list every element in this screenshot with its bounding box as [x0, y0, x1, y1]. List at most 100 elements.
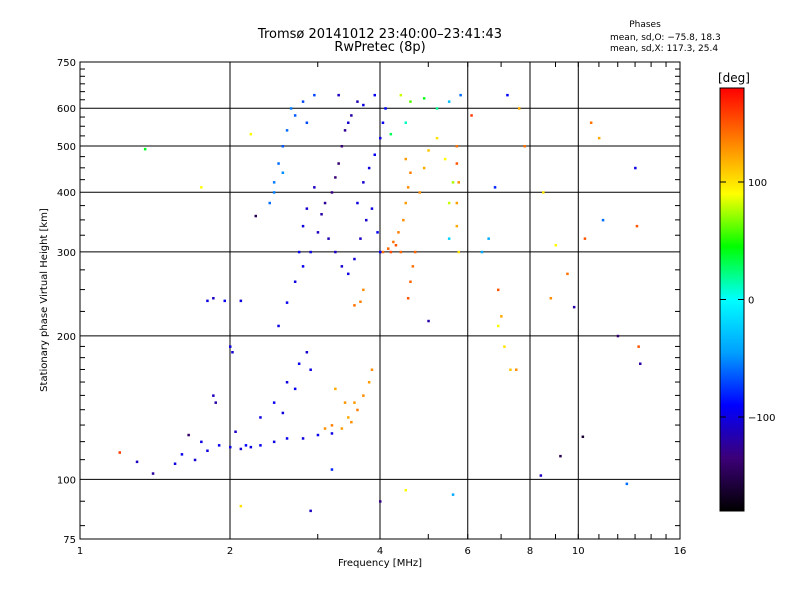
data-point — [297, 362, 301, 365]
data-point — [277, 162, 280, 165]
data-point — [293, 114, 297, 117]
chart-subtitle: RwPretec (8p) — [334, 40, 426, 55]
data-point — [151, 472, 155, 475]
colorbar: [deg] 100 0 −100 — [718, 71, 775, 512]
data-point — [301, 224, 305, 228]
data-point — [350, 114, 353, 117]
data-point — [330, 424, 334, 427]
data-point — [347, 272, 350, 276]
data-point — [330, 432, 334, 435]
data-point — [217, 444, 221, 447]
data-point — [397, 231, 400, 234]
data-point — [542, 191, 545, 194]
data-point — [285, 381, 289, 384]
data-point — [353, 401, 356, 404]
data-point — [327, 237, 330, 240]
data-point — [480, 250, 484, 254]
data-point — [457, 250, 460, 254]
data-point — [409, 171, 412, 174]
data-point — [293, 387, 297, 391]
data-point — [404, 489, 407, 492]
data-point — [362, 103, 365, 107]
data-point — [637, 345, 640, 348]
data-point — [389, 250, 393, 254]
data-point — [427, 149, 430, 152]
data-point — [313, 186, 316, 189]
data-point — [353, 257, 356, 261]
data-point — [305, 351, 309, 354]
data-point — [451, 493, 455, 496]
data-point — [487, 237, 490, 240]
x-tick-label: 6 — [465, 546, 471, 557]
data-point — [340, 145, 344, 148]
data-point — [337, 93, 340, 97]
y-tick-label: 200 — [57, 332, 76, 343]
data-point — [272, 191, 276, 194]
data-point — [272, 181, 276, 184]
x-tick-label: 2 — [227, 546, 233, 557]
data-point — [305, 207, 309, 210]
data-point — [244, 444, 248, 447]
data-point — [597, 136, 601, 140]
data-point — [289, 107, 293, 110]
data-point — [455, 162, 459, 165]
data-point — [343, 129, 347, 132]
x-tick-label: 10 — [572, 546, 585, 557]
data-point — [362, 181, 365, 184]
data-point — [404, 157, 407, 161]
y-axis-label: Stationary phase Virtual Height [km] — [39, 208, 50, 392]
data-point — [402, 218, 405, 222]
data-point — [206, 449, 209, 452]
data-point — [639, 362, 642, 365]
data-point — [379, 500, 382, 503]
data-point — [281, 171, 285, 174]
data-point — [422, 166, 426, 170]
data-point — [418, 191, 421, 194]
colorbar-tick-label: 100 — [748, 178, 767, 189]
data-point — [384, 107, 387, 110]
y-tick-label: 300 — [57, 248, 76, 259]
data-point — [389, 132, 393, 136]
data-point — [320, 213, 323, 216]
data-point — [277, 324, 280, 328]
data-point — [259, 416, 262, 419]
data-point — [399, 93, 403, 97]
x-tick-label: 16 — [674, 546, 687, 557]
stats-title: Phases — [629, 20, 661, 30]
data-point — [381, 250, 385, 254]
data-point — [404, 121, 407, 124]
colorbar-tick-label: 0 — [748, 296, 754, 307]
data-point — [376, 231, 379, 234]
data-point — [297, 250, 301, 254]
data-point — [356, 408, 359, 412]
data-point — [323, 427, 327, 430]
y-tick-label: 100 — [57, 475, 76, 486]
data-point — [566, 272, 569, 276]
data-point — [313, 93, 316, 97]
data-point — [413, 250, 417, 254]
data-point — [316, 433, 320, 437]
data-point — [337, 162, 340, 165]
data-point — [212, 394, 215, 397]
data-point — [350, 420, 353, 424]
y-tick-label: 500 — [57, 142, 76, 153]
data-point — [309, 509, 312, 513]
data-point — [309, 250, 312, 254]
data-point — [367, 381, 371, 384]
data-point — [509, 368, 512, 371]
data-point — [515, 368, 518, 371]
data-point — [523, 145, 526, 148]
data-point — [625, 482, 629, 486]
data-point — [340, 427, 344, 430]
data-point — [285, 437, 289, 440]
data-point — [334, 250, 337, 254]
data-point — [343, 401, 347, 404]
colorbar-tick-label: −100 — [748, 413, 775, 424]
data-point — [356, 100, 359, 103]
data-point — [589, 121, 593, 124]
data-point — [359, 237, 362, 240]
data-point — [173, 462, 177, 465]
data-point — [272, 401, 276, 404]
data-point — [362, 394, 365, 397]
